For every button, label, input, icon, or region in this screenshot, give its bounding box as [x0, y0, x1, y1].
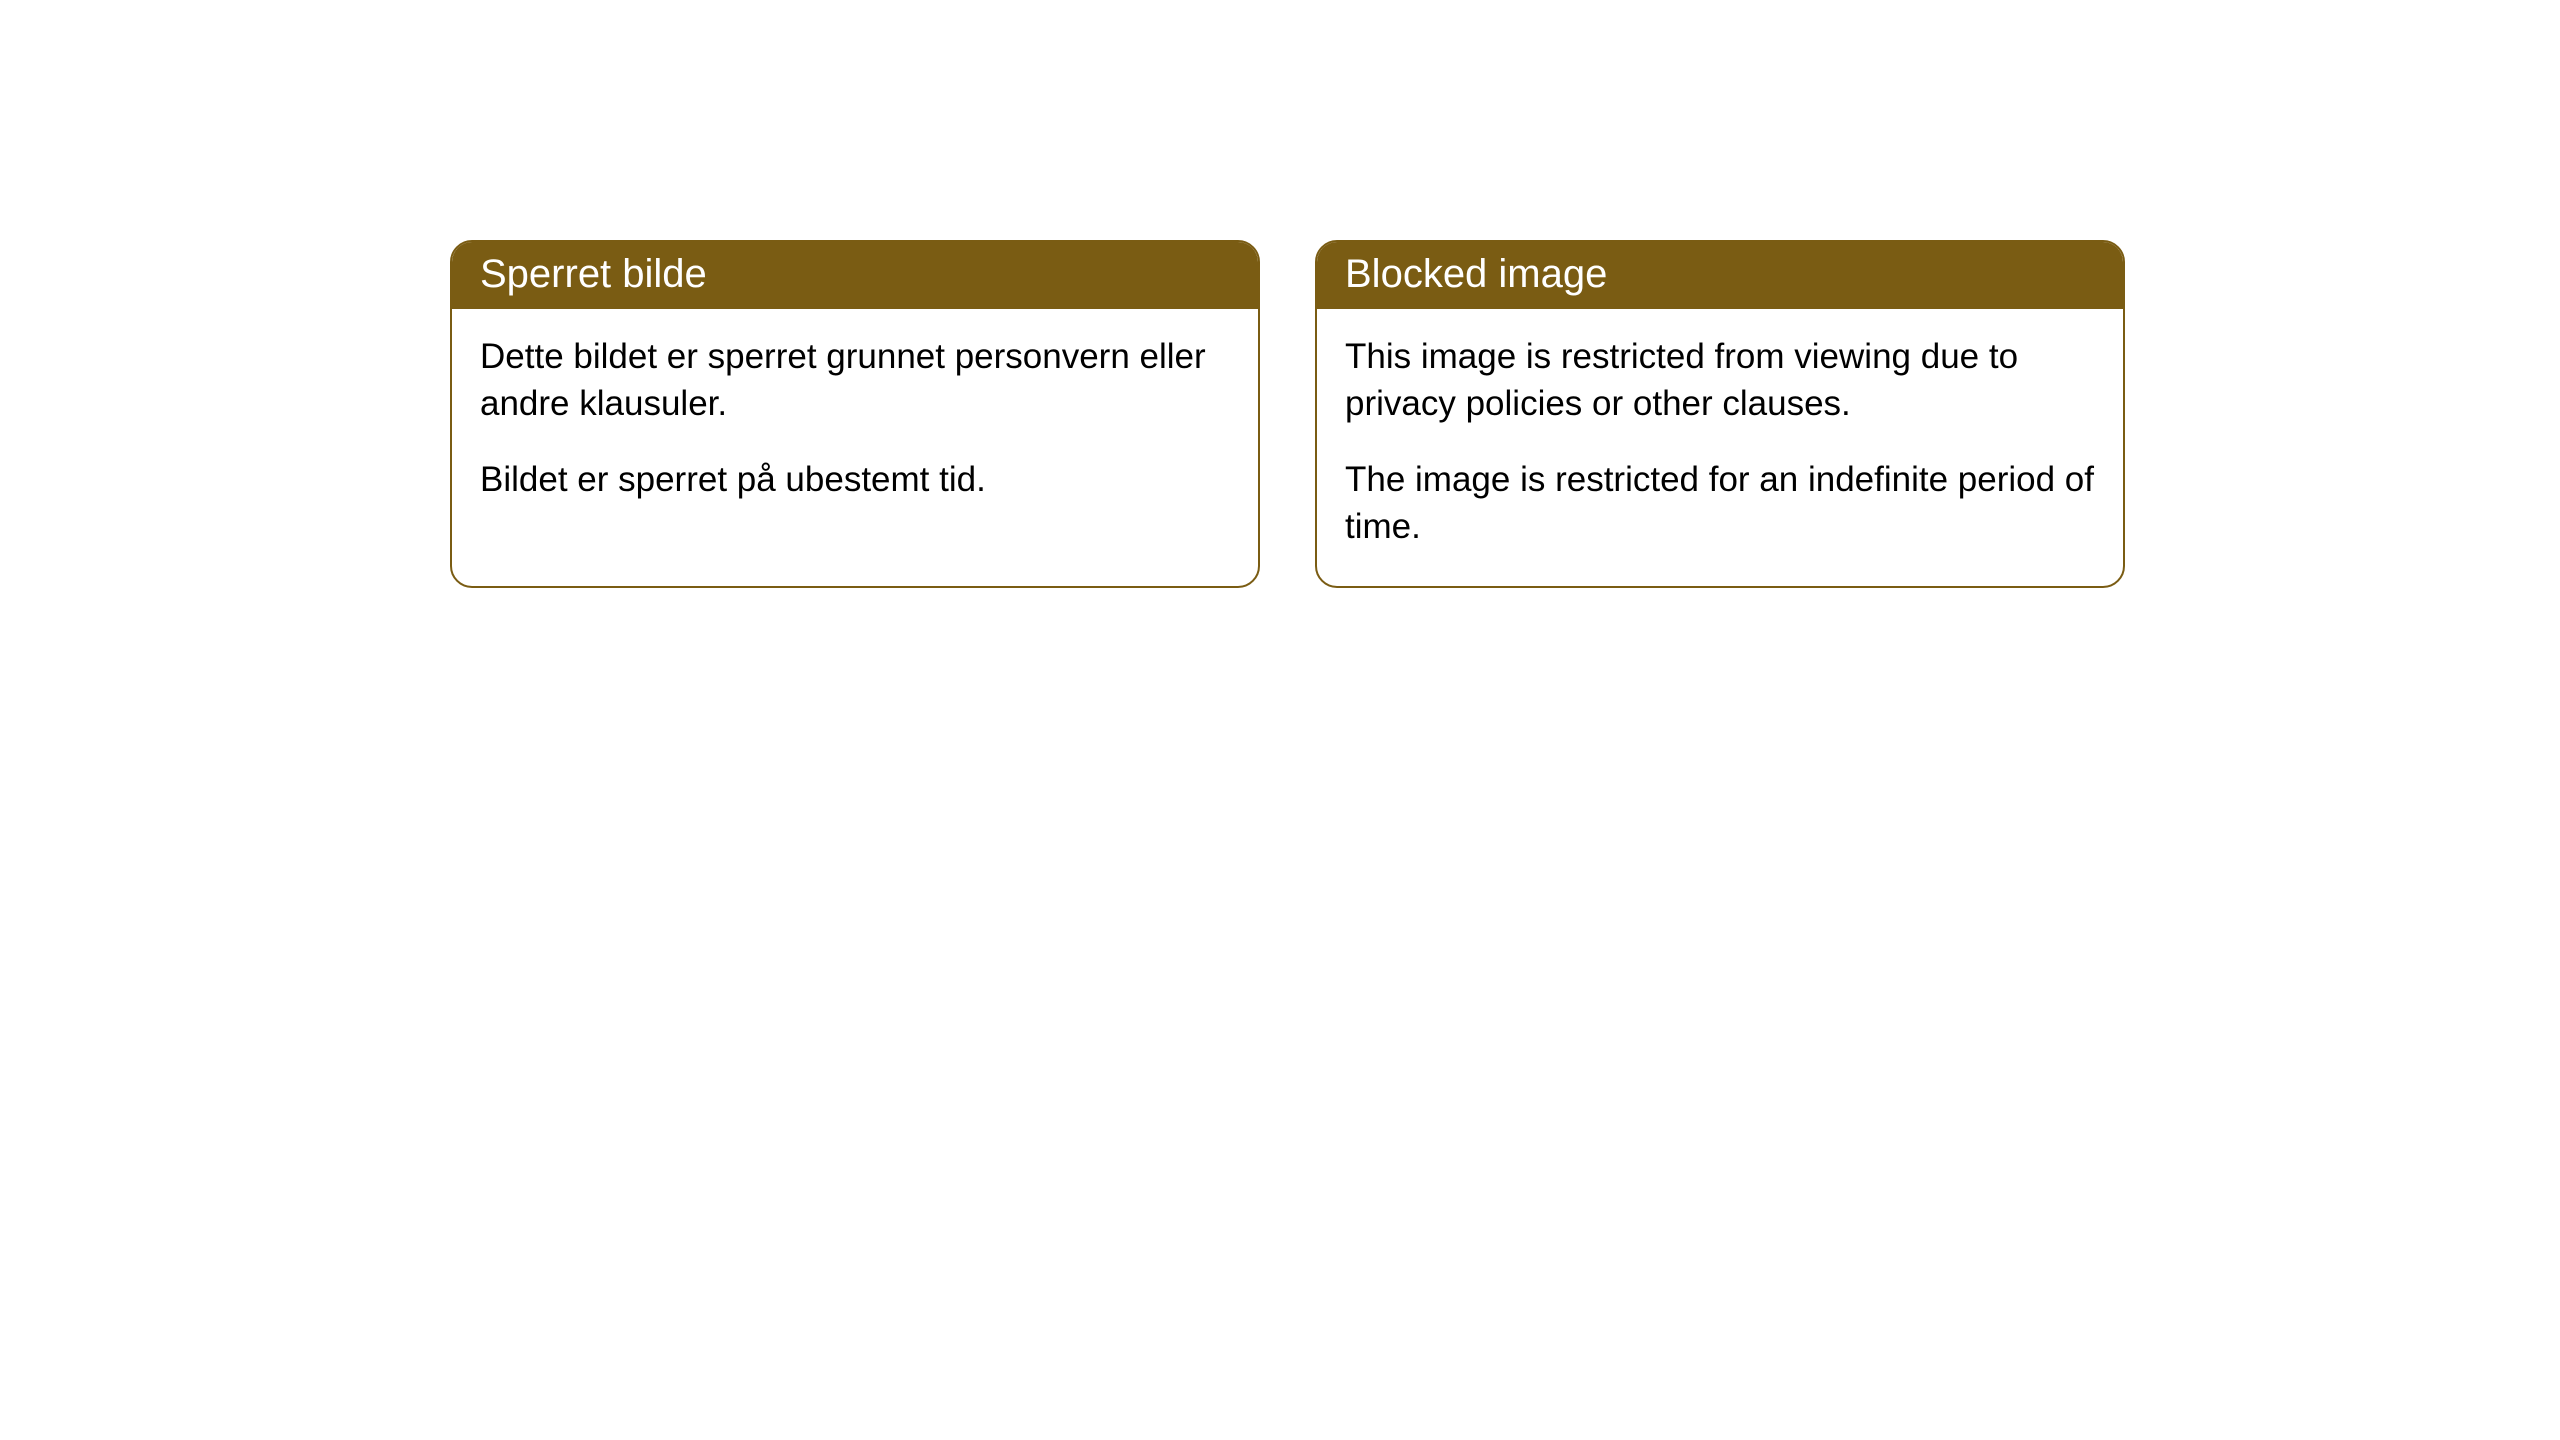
- blocked-image-card-no: Sperret bilde Dette bildet er sperret gr…: [450, 240, 1260, 588]
- card-header-en: Blocked image: [1317, 242, 2123, 309]
- card-text-no-1: Dette bildet er sperret grunnet personve…: [480, 333, 1230, 428]
- card-text-no-2: Bildet er sperret på ubestemt tid.: [480, 456, 1230, 503]
- card-text-en-1: This image is restricted from viewing du…: [1345, 333, 2095, 428]
- card-body-no: Dette bildet er sperret grunnet personve…: [452, 309, 1258, 539]
- cards-container: Sperret bilde Dette bildet er sperret gr…: [450, 240, 2125, 588]
- card-header-no: Sperret bilde: [452, 242, 1258, 309]
- card-text-en-2: The image is restricted for an indefinit…: [1345, 456, 2095, 551]
- card-body-en: This image is restricted from viewing du…: [1317, 309, 2123, 586]
- blocked-image-card-en: Blocked image This image is restricted f…: [1315, 240, 2125, 588]
